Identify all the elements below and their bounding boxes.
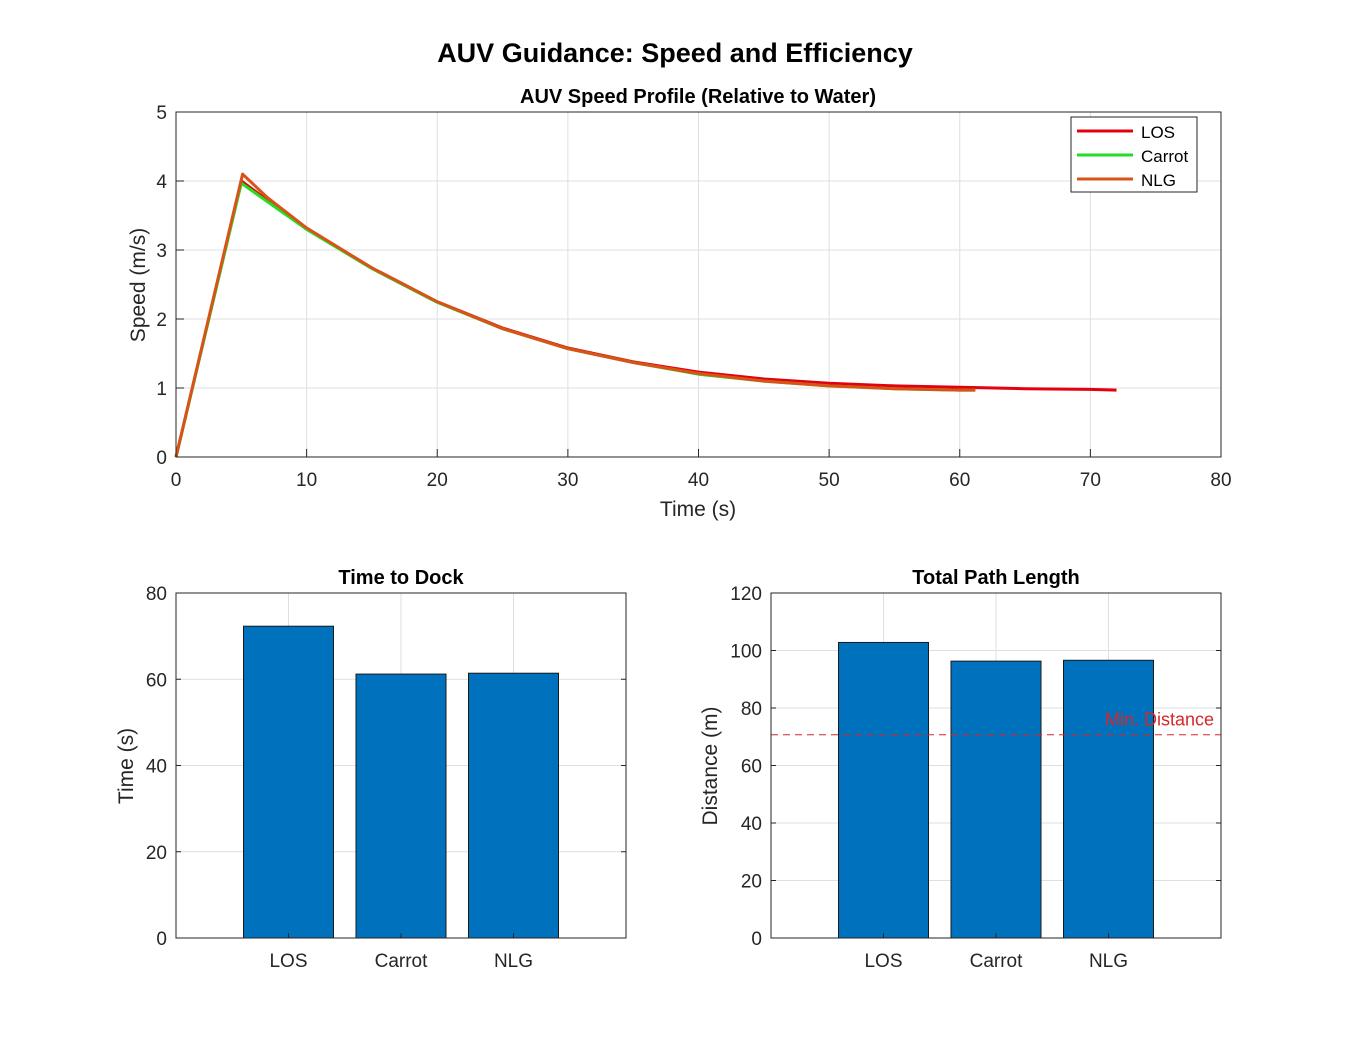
series-line-carrot: [174, 181, 976, 458]
speed-chart-title: AUV Speed Profile (Relative to Water): [520, 86, 876, 108]
x-tick-label: 80: [1210, 470, 1231, 491]
time-chart-title: Time to Dock: [338, 567, 464, 589]
speed-chart-lines: [174, 172, 1117, 458]
y-tick-label: 0: [156, 448, 167, 469]
y-tick-label: 3: [156, 241, 167, 262]
y-tick-label: 40: [146, 757, 167, 778]
bar-los: [243, 625, 334, 939]
speed-chart-legend: LOS Carrot NLG: [1070, 116, 1198, 193]
speed-chart-grid: [175, 111, 1222, 458]
time-chart-bars: [243, 625, 559, 939]
y-tick-label: 120: [730, 584, 762, 605]
legend-label-carrot: Carrot: [1141, 147, 1189, 166]
speed-chart-ticks: 0 10 20 30 40 50 60 70 80 0 1 2 3 4 5: [156, 103, 1231, 491]
y-tick-label: 2: [156, 310, 167, 331]
path-chart-ticks: 0 20 40 60 80 100 120 LOS Carrot NLG: [730, 584, 1221, 972]
path-chart-title: Total Path Length: [912, 567, 1079, 589]
reference-line-label: Min. Distance: [1105, 710, 1214, 730]
x-tick-label: Carrot: [970, 951, 1024, 972]
bar-los: [838, 641, 929, 939]
y-tick-label: 20: [146, 843, 167, 864]
y-tick-label: 40: [741, 814, 762, 835]
x-tick-label: 50: [819, 470, 840, 491]
y-tick-label: 100: [730, 642, 762, 663]
speed-chart-ylabel: Speed (m/s): [127, 228, 150, 342]
x-tick-label: 70: [1080, 470, 1101, 491]
path-length-chart: Total Path Length Min. Distance 0 20 40 60 8…: [699, 567, 1222, 972]
x-tick-label: LOS: [864, 951, 902, 972]
y-tick-label: 80: [146, 584, 167, 605]
bar-carrot: [355, 673, 447, 939]
figure-title: AUV Guidance: Speed and Efficiency: [437, 38, 913, 68]
bar-carrot: [950, 660, 1042, 939]
legend-label-nlg: NLG: [1141, 171, 1176, 190]
y-tick-label: 60: [146, 670, 167, 691]
y-tick-label: 20: [741, 872, 762, 893]
path-chart-reference: Min. Distance: [771, 710, 1221, 736]
x-tick-label: 60: [949, 470, 970, 491]
legend-label-los: LOS: [1141, 123, 1175, 142]
time-chart-ylabel: Time (s): [115, 728, 138, 804]
x-tick-label: LOS: [269, 951, 307, 972]
speed-chart-xlabel: Time (s): [660, 498, 736, 521]
x-tick-label: 20: [427, 470, 448, 491]
time-chart-ticks: 0 20 40 60 80 LOS Carrot NLG: [146, 584, 626, 972]
time-to-dock-chart: Time to Dock 0 20 40 60 80 LOS Carrot NLG Time …: [115, 567, 627, 972]
y-tick-label: 5: [156, 103, 167, 124]
path-chart-ylabel: Distance (m): [699, 706, 722, 825]
x-tick-label: NLG: [1089, 951, 1128, 972]
y-tick-label: 80: [741, 699, 762, 720]
series-line-nlg: [174, 172, 976, 458]
x-tick-label: 0: [171, 470, 182, 491]
y-tick-label: 60: [741, 757, 762, 778]
path-chart-bars: [838, 641, 1154, 939]
x-tick-label: NLG: [494, 951, 533, 972]
y-tick-label: 0: [156, 929, 167, 950]
y-tick-label: 4: [156, 172, 167, 193]
x-tick-label: 30: [557, 470, 578, 491]
bar-nlg: [1063, 659, 1154, 939]
speed-profile-chart: AUV Speed Profile (Relative to Water) 0 1…: [127, 86, 1232, 521]
bar-nlg: [468, 672, 559, 939]
x-tick-label: 40: [688, 470, 709, 491]
x-tick-label: 10: [296, 470, 317, 491]
y-tick-label: 1: [156, 379, 167, 400]
y-tick-label: 0: [751, 929, 762, 950]
x-tick-label: Carrot: [375, 951, 429, 972]
